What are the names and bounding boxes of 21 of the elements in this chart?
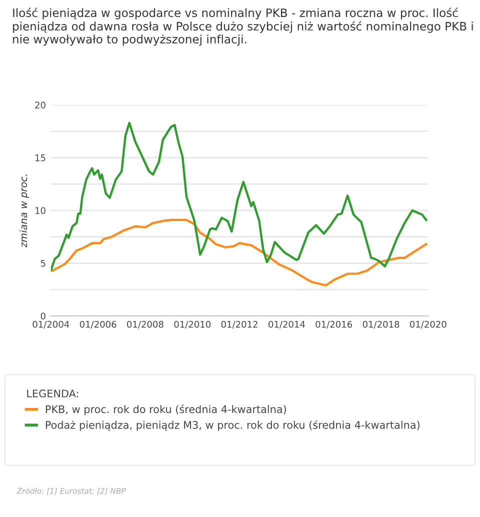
- y-tick-label: 10: [36, 207, 46, 214]
- x-tick-label: 01/2016: [316, 320, 352, 328]
- x-tick-label: 01/2014: [268, 320, 305, 328]
- chart-title: Ilość pieniądza w gospodarce vs nominalny PKB - zmiana roczna w proc. Ilość pieniądza od dawna rosła w Polsce dużo szybciej niż wartość nominalnego PKB i nie wywoływało to podwyższonej inflacji.: [13, 8, 473, 46]
- legend-label: PKB, w proc. rok do roku (średnia 4-kwartalna): [46, 404, 286, 416]
- y-tick-label: 20: [35, 102, 46, 109]
- x-tick-label: 01/2010: [174, 320, 211, 328]
- y-tick-label: 15: [36, 154, 46, 162]
- x-tick-label: 01/2008: [127, 320, 164, 328]
- y-tick-label: 5: [40, 260, 46, 267]
- legend-label: Podaż pieniądza, pieniądz M3, w proc. rok do roku (średnia 4-kwartalna): [46, 420, 420, 431]
- line-series: [52, 218, 428, 286]
- y-axis-title: zmiana w proc.: [20, 174, 29, 248]
- line-series: [50, 122, 428, 272]
- y-tick-label: 0: [40, 312, 46, 320]
- x-tick-label: 01/2020: [410, 320, 446, 328]
- x-tick-label: 01/2018: [362, 320, 400, 328]
- x-tick-label: 01/2006: [80, 320, 116, 328]
- legend-title: LEGENDA:: [27, 390, 78, 398]
- x-tick-label: 01/2004: [32, 320, 70, 328]
- x-tick-label: 01/2012: [221, 320, 258, 328]
